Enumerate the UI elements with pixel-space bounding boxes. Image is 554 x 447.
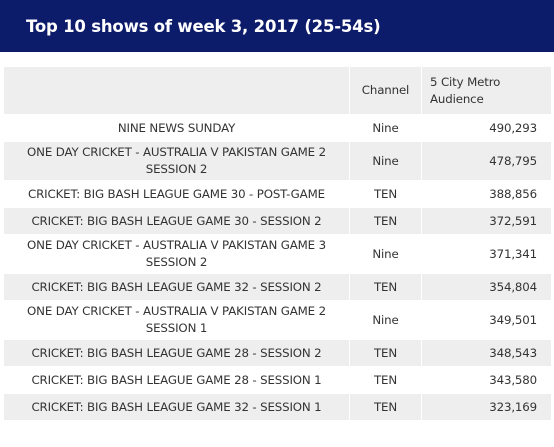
table-row: NINE NEWS SUNDAY Nine 490,293 — [3, 114, 552, 142]
audience-cell: 388,856 — [421, 180, 552, 208]
audience-cell: 348,543 — [421, 339, 552, 367]
audience-cell: 478,795 — [421, 141, 552, 181]
show-cell: ONE DAY CRICKET - AUSTRALIA V PAKISTAN G… — [3, 300, 350, 340]
table-row: CRICKET: BIG BASH LEAGUE GAME 28 - SESSI… — [3, 339, 552, 367]
audience-cell: 490,293 — [421, 114, 552, 142]
table-row: ONE DAY CRICKET - AUSTRALIA V PAKISTAN G… — [3, 300, 552, 340]
channel-cell: Nine — [349, 141, 422, 181]
channel-cell: Nine — [349, 300, 422, 340]
audience-cell: 349,501 — [421, 300, 552, 340]
table-row: ONE DAY CRICKET - AUSTRALIA V PAKISTAN G… — [3, 141, 552, 181]
show-cell: CRICKET: BIG BASH LEAGUE GAME 32 - SESSI… — [3, 273, 350, 301]
channel-column-header: Channel — [349, 66, 422, 115]
table-row: CRICKET: BIG BASH LEAGUE GAME 30 - POST-… — [3, 180, 552, 208]
table-row: CRICKET: BIG BASH LEAGUE GAME 30 - SESSI… — [3, 207, 552, 235]
channel-cell: TEN — [349, 273, 422, 301]
channel-cell: Nine — [349, 234, 422, 274]
show-cell: CRICKET: BIG BASH LEAGUE GAME 30 - POST-… — [3, 180, 350, 208]
table-header-row: Channel 5 City Metro Audience — [3, 66, 552, 115]
audience-cell: 323,169 — [421, 393, 552, 421]
show-cell: CRICKET: BIG BASH LEAGUE GAME 28 - SESSI… — [3, 339, 350, 367]
channel-cell: TEN — [349, 207, 422, 235]
table-row: CRICKET: BIG BASH LEAGUE GAME 28 - SESSI… — [3, 366, 552, 394]
show-column-header — [3, 66, 350, 115]
audience-cell: 372,591 — [421, 207, 552, 235]
page-title: Top 10 shows of week 3, 2017 (25-54s) — [26, 16, 381, 36]
audience-cell: 354,804 — [421, 273, 552, 301]
audience-cell: 371,341 — [421, 234, 552, 274]
table-row: ONE DAY CRICKET - AUSTRALIA V PAKISTAN G… — [3, 234, 552, 274]
audience-cell: 343,580 — [421, 366, 552, 394]
channel-cell: TEN — [349, 366, 422, 394]
show-cell: NINE NEWS SUNDAY — [3, 114, 350, 142]
audience-column-header: 5 City Metro Audience — [421, 66, 552, 115]
table-row: CRICKET: BIG BASH LEAGUE GAME 32 - SESSI… — [3, 273, 552, 301]
show-cell: ONE DAY CRICKET - AUSTRALIA V PAKISTAN G… — [3, 141, 350, 181]
channel-cell: Nine — [349, 114, 422, 142]
channel-cell: TEN — [349, 339, 422, 367]
channel-cell: TEN — [349, 393, 422, 421]
show-cell: ONE DAY CRICKET - AUSTRALIA V PAKISTAN G… — [3, 234, 350, 274]
table-row: CRICKET: BIG BASH LEAGUE GAME 32 - SESSI… — [3, 393, 552, 421]
ratings-table: Channel 5 City Metro Audience NINE NEWS … — [3, 66, 552, 421]
show-cell: CRICKET: BIG BASH LEAGUE GAME 32 - SESSI… — [3, 393, 350, 421]
show-cell: CRICKET: BIG BASH LEAGUE GAME 28 - SESSI… — [3, 366, 350, 394]
channel-cell: TEN — [349, 180, 422, 208]
show-cell: CRICKET: BIG BASH LEAGUE GAME 30 - SESSI… — [3, 207, 350, 235]
page-title-banner: Top 10 shows of week 3, 2017 (25-54s) — [0, 0, 554, 52]
